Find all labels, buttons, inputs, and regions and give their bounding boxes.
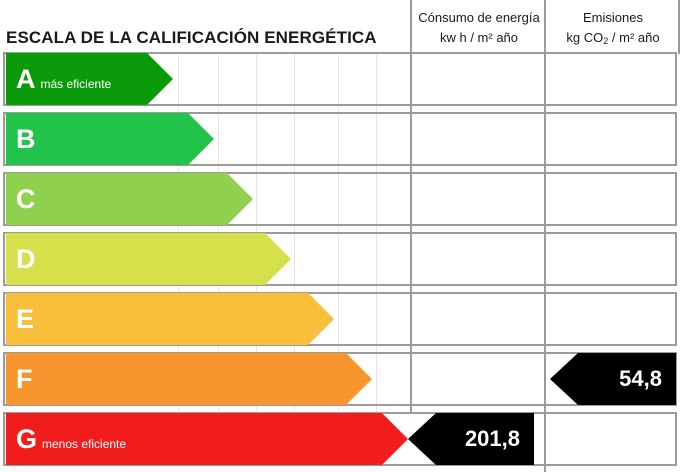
consumo-header: Cónsumo de energía kw h / m² año — [412, 8, 546, 48]
emisiones-header: Emisiones kg CO2 / m² año — [546, 8, 680, 48]
rating-letter: A — [16, 63, 36, 94]
emisiones-value: 54,8 — [619, 366, 662, 391]
rating-arrow-c: C — [6, 173, 253, 225]
column-separator — [544, 0, 546, 472]
rating-letter: G — [16, 423, 38, 454]
page-title: ESCALA DE LA CALIFICACIÓN ENERGÉTICA — [6, 28, 377, 47]
rating-row-b — [3, 112, 677, 166]
rating-letter: B — [16, 123, 36, 154]
consumo-header-unit: kw h / m² año — [439, 30, 519, 45]
rating-arrow-a: A más eficiente — [6, 53, 173, 105]
consumo-header-label: Cónsumo de energía — [418, 10, 540, 25]
consumo-value: 201,8 — [464, 426, 520, 451]
rating-letter: F — [16, 363, 33, 394]
emisiones-header-label: Emisiones — [583, 10, 643, 25]
rating-row-a — [3, 52, 677, 106]
rating-arrow-d: D — [6, 233, 291, 285]
rating-sublabel: menos eficiente — [42, 437, 127, 451]
rating-sublabel: más eficiente — [40, 77, 112, 91]
rating-row-c — [3, 172, 677, 226]
emisiones-header-unit: kg CO2 / m² año — [566, 30, 660, 46]
rating-letter: D — [16, 243, 36, 274]
column-separator — [678, 0, 680, 54]
rating-arrow-e: E — [6, 293, 334, 345]
rating-arrow-g: G menos eficiente — [6, 413, 408, 465]
consumo-value-marker: 201,8 — [408, 413, 534, 465]
rating-row-d — [3, 232, 677, 286]
rating-row-e — [3, 292, 677, 346]
rating-letter: C — [16, 183, 36, 214]
column-separator — [410, 0, 412, 412]
emisiones-value-marker: 54,8 — [550, 353, 676, 405]
rating-arrow-b: B — [6, 113, 214, 165]
rating-arrow-f: F — [6, 353, 372, 405]
rating-letter: E — [16, 303, 35, 334]
